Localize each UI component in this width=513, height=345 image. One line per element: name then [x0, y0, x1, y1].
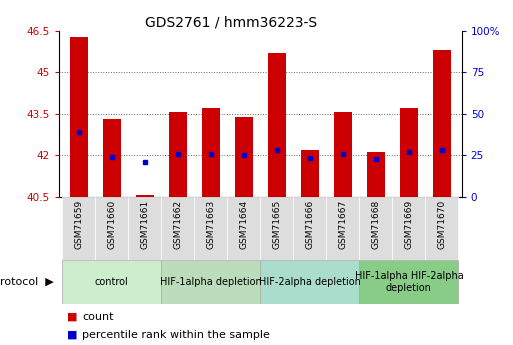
Bar — [62, 197, 95, 260]
Text: GSM71661: GSM71661 — [141, 200, 149, 249]
Bar — [261, 197, 293, 260]
Text: GSM71666: GSM71666 — [305, 200, 314, 249]
Bar — [301, 150, 319, 197]
Bar — [227, 197, 261, 260]
Text: GSM71663: GSM71663 — [206, 200, 215, 249]
Bar — [261, 260, 360, 304]
Bar — [360, 197, 392, 260]
Bar — [392, 197, 425, 260]
Bar — [169, 112, 187, 197]
Text: GSM71660: GSM71660 — [107, 200, 116, 249]
Text: GSM71659: GSM71659 — [74, 200, 83, 249]
Bar — [95, 197, 128, 260]
Bar — [136, 195, 154, 197]
Bar — [103, 119, 121, 197]
Bar — [433, 50, 451, 197]
Text: control: control — [95, 277, 129, 287]
Bar — [400, 108, 418, 197]
Bar — [425, 197, 459, 260]
Text: GSM71667: GSM71667 — [339, 200, 347, 249]
Bar — [62, 260, 161, 304]
Text: GSM71662: GSM71662 — [173, 200, 182, 249]
Text: GSM71664: GSM71664 — [240, 200, 248, 249]
Bar — [334, 112, 352, 197]
Text: HIF-2alpha depletion: HIF-2alpha depletion — [259, 277, 361, 287]
Bar — [202, 108, 220, 197]
Bar — [70, 37, 88, 197]
Bar — [161, 260, 261, 304]
Text: protocol  ▶: protocol ▶ — [0, 277, 54, 287]
Text: count: count — [82, 312, 113, 322]
Text: percentile rank within the sample: percentile rank within the sample — [82, 330, 270, 339]
Bar — [293, 197, 326, 260]
Text: GSM71670: GSM71670 — [438, 200, 446, 249]
Bar — [235, 117, 253, 197]
Bar — [367, 152, 385, 197]
Text: ■: ■ — [67, 312, 77, 322]
Text: GSM71665: GSM71665 — [272, 200, 281, 249]
Text: GSM71668: GSM71668 — [371, 200, 380, 249]
Text: ■: ■ — [67, 330, 77, 339]
Bar — [326, 197, 360, 260]
Bar — [128, 197, 161, 260]
Text: GSM71669: GSM71669 — [404, 200, 413, 249]
Bar — [360, 260, 459, 304]
Text: HIF-1alpha depletion: HIF-1alpha depletion — [160, 277, 262, 287]
Bar — [194, 197, 227, 260]
Text: HIF-1alpha HIF-2alpha
depletion: HIF-1alpha HIF-2alpha depletion — [354, 271, 463, 293]
Text: GDS2761 / hmm36223-S: GDS2761 / hmm36223-S — [145, 16, 317, 30]
Bar — [268, 53, 286, 197]
Bar — [161, 197, 194, 260]
